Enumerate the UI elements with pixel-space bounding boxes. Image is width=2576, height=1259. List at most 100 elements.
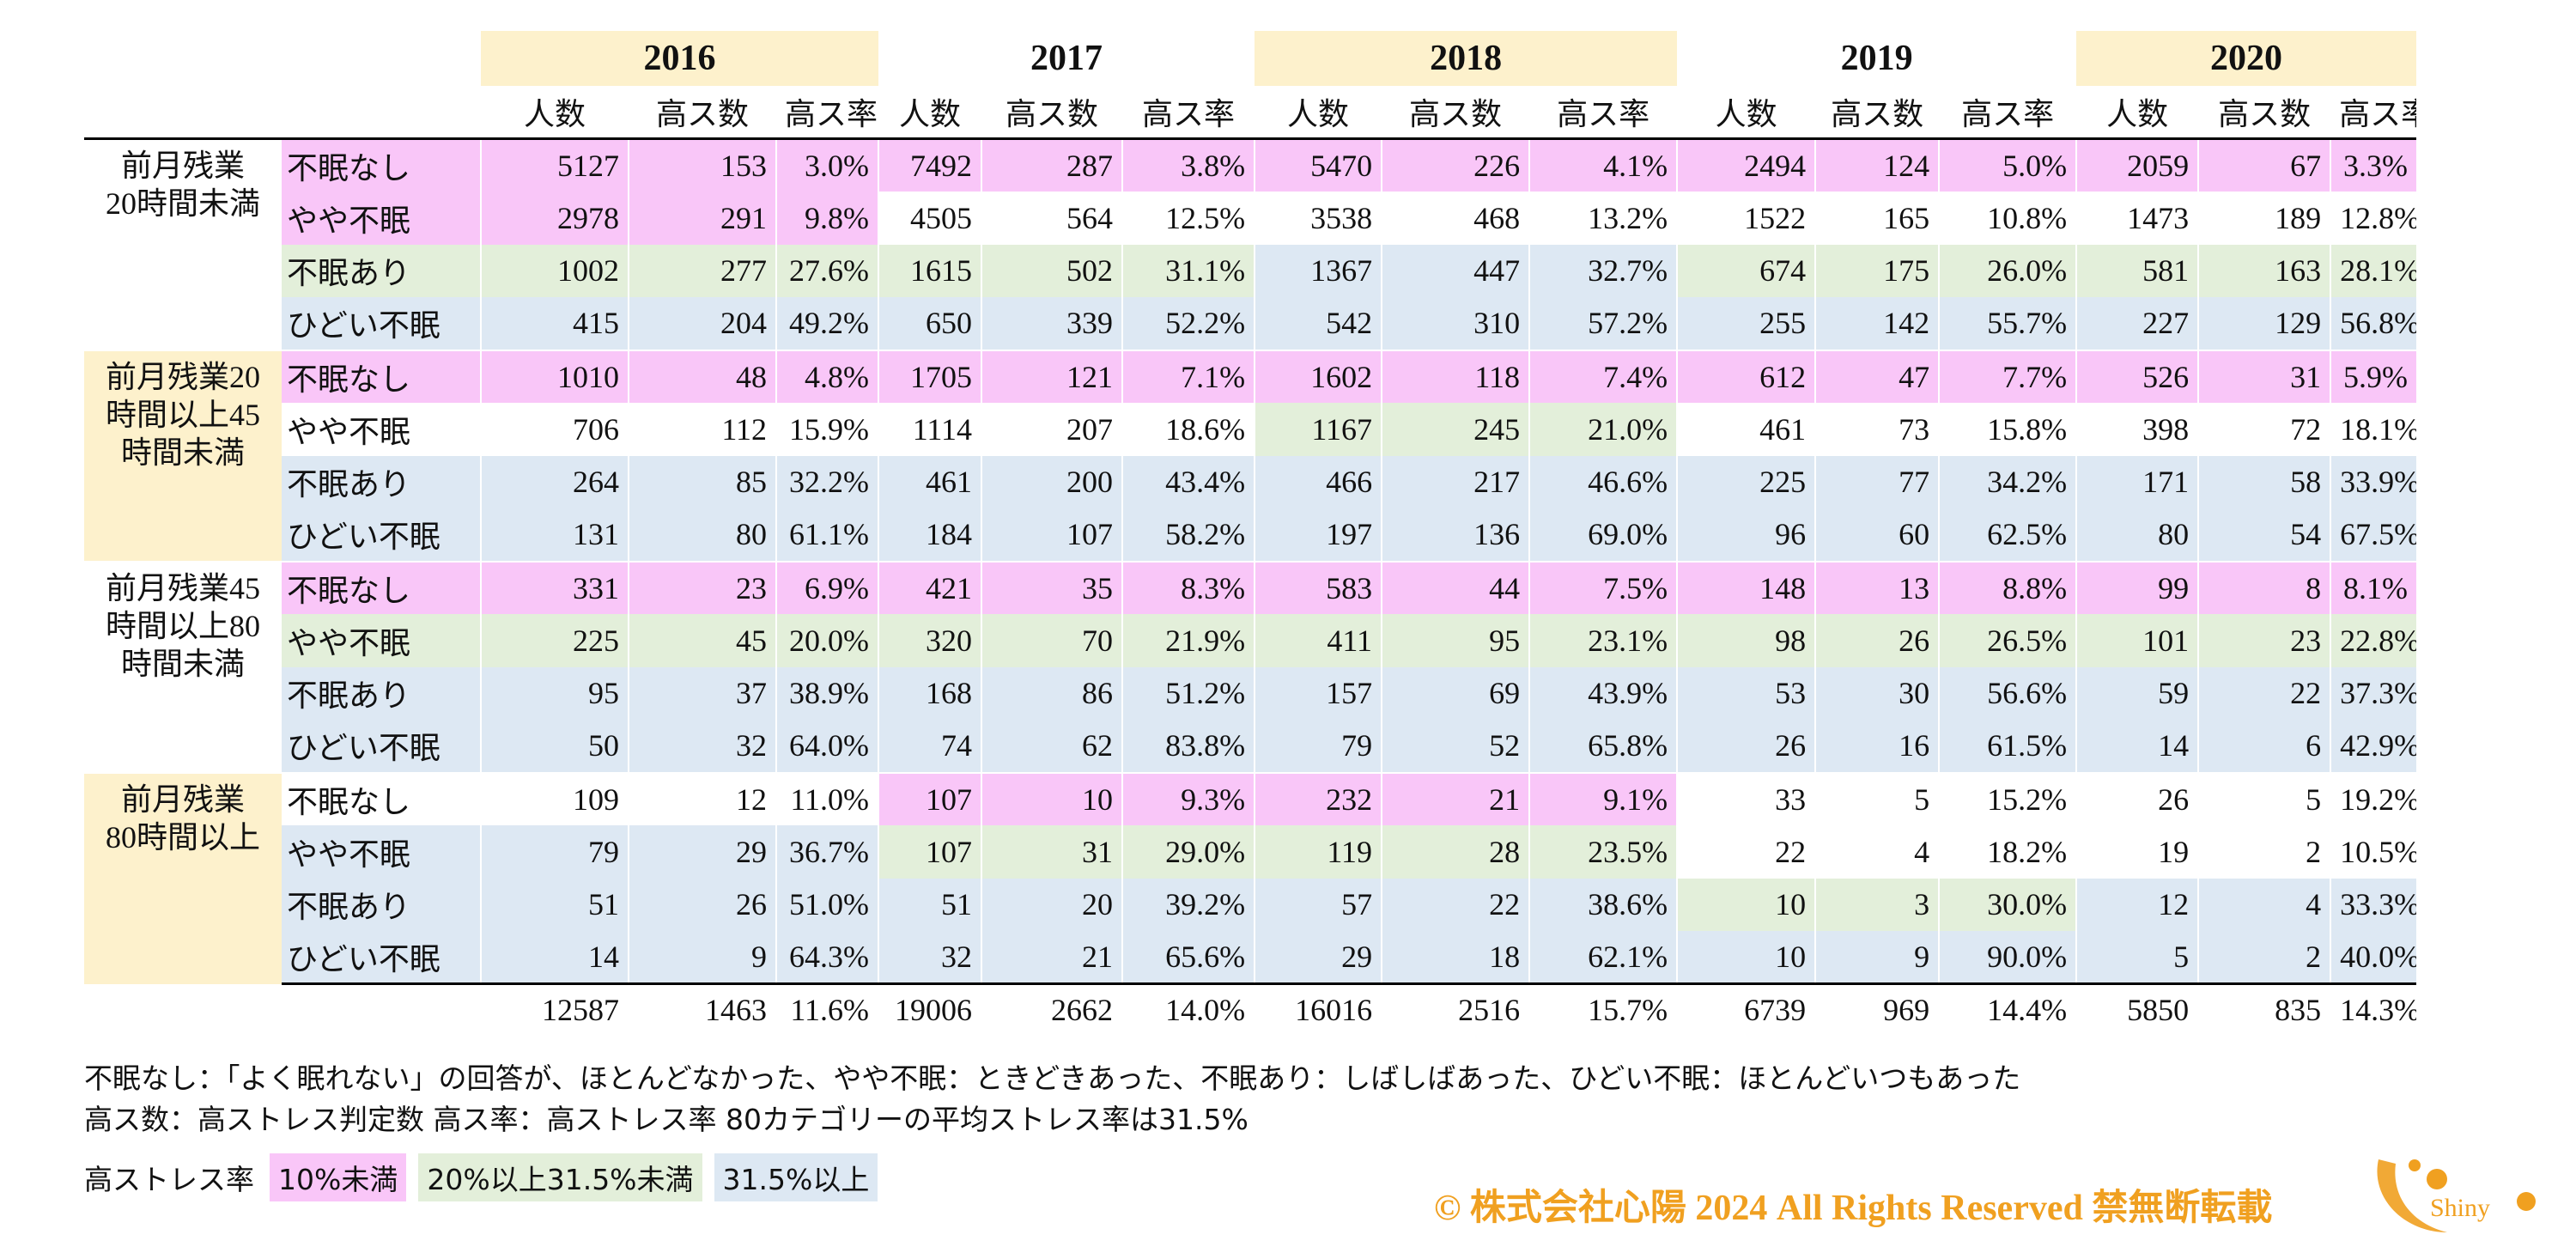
high-stress-rate-cell: 4.8%	[775, 349, 879, 403]
count-cell: 51	[878, 878, 982, 931]
high-stress-rate-cell: 39.2%	[1121, 878, 1255, 931]
legend-label: 高ストレス率	[84, 1163, 254, 1196]
high-stress-count-cell: 564	[981, 192, 1123, 245]
count-cell: 99	[2075, 560, 2199, 614]
high-stress-count-cell: 6	[2197, 720, 2331, 773]
column-header: 高ス数	[981, 86, 1123, 140]
high-stress-rate-cell: 8.3%	[1121, 560, 1255, 614]
high-stress-count-cell: 136	[1381, 508, 1530, 562]
high-stress-rate-cell: 28.1%	[2330, 244, 2416, 297]
table-row: やや不眠 225 45 20.0% 320 70 21.9% 411 95 23.1% 98 26 26…	[84, 614, 2416, 667]
high-stress-count-cell: 8	[2197, 560, 2331, 614]
high-stress-rate-cell: 3.0%	[775, 138, 879, 192]
overtime-group-label: 前月残業45 時間以上80 時間未満	[84, 560, 282, 773]
count-cell: 4505	[878, 192, 982, 245]
count-cell: 421	[878, 560, 982, 614]
high-stress-rate-cell: 18.2%	[1938, 825, 2077, 879]
high-stress-count-cell: 245	[1381, 403, 1530, 456]
table-row: ひどい不眠 50 32 64.0% 74 62 83.8% 79 52 65.8% 26 16 61.5…	[84, 720, 2416, 773]
high-stress-count-cell: 207	[981, 403, 1123, 456]
count-cell: 2494	[1676, 138, 1816, 192]
high-stress-rate-cell: 5.9%	[2330, 349, 2416, 403]
high-stress-rate-cell: 61.5%	[1938, 720, 2077, 773]
high-stress-rate-cell: 7.5%	[1528, 560, 1678, 614]
high-stress-rate-cell: 26.0%	[1938, 244, 2077, 297]
count-cell: 12	[2075, 878, 2199, 931]
count-cell: 79	[480, 825, 629, 879]
group-label-line: 80時間以上	[105, 819, 260, 855]
high-stress-count-cell: 189	[2197, 192, 2331, 245]
total-high-stress-rate-cell: 14.0%	[1121, 983, 1255, 1036]
total-high-stress-count-cell: 2662	[981, 983, 1123, 1036]
column-header: 高ス率	[1122, 86, 1255, 140]
high-stress-rate-cell: 18.1%	[2330, 403, 2416, 456]
high-stress-rate-cell: 36.7%	[775, 825, 879, 879]
high-stress-count-cell: 52	[1381, 720, 1530, 773]
count-cell: 29	[1254, 931, 1382, 985]
column-header: 高ス数	[629, 86, 776, 140]
insomnia-category-label: ひどい不眠	[282, 297, 481, 350]
count-cell: 79	[1254, 720, 1382, 773]
high-stress-count-cell: 85	[628, 455, 776, 508]
total-count-cell: 19006	[878, 983, 982, 1036]
count-cell: 80	[2075, 508, 2199, 562]
high-stress-count-cell: 18	[1381, 931, 1530, 985]
high-stress-rate-cell: 32.7%	[1528, 244, 1678, 297]
high-stress-rate-cell: 12.5%	[1121, 192, 1255, 245]
column-header: 高ス率	[1939, 86, 2077, 140]
high-stress-count-cell: 32	[628, 720, 776, 773]
year-header-2017: 2017	[1030, 39, 1103, 78]
insomnia-category-label: 不眠なし	[282, 771, 481, 825]
high-stress-rate-cell: 51.0%	[775, 878, 879, 931]
count-cell: 157	[1254, 666, 1382, 720]
high-stress-count-cell: 277	[628, 244, 776, 297]
high-stress-rate-cell: 90.0%	[1938, 931, 2077, 985]
high-stress-count-cell: 26	[1814, 614, 1940, 667]
count-cell: 148	[1676, 560, 1816, 614]
high-stress-count-cell: 29	[628, 825, 776, 879]
count-cell: 264	[480, 455, 629, 508]
high-stress-count-cell: 163	[2197, 244, 2331, 297]
column-header-row: 人数高ス数高ス率人数高ス数高ス率人数高ス数高ス率人数高ス数高ス率人数高ス数高ス率	[84, 86, 2416, 140]
high-stress-count-cell: 20	[981, 878, 1123, 931]
high-stress-rate-cell: 58.2%	[1121, 508, 1255, 562]
shiny-logo-icon	[2377, 1159, 2536, 1232]
high-stress-count-cell: 21	[981, 931, 1123, 985]
column-header: 高ス数	[1382, 86, 1530, 140]
high-stress-count-cell: 47	[1814, 349, 1940, 403]
group-label-line: 時間未満	[120, 435, 245, 470]
high-stress-count-cell: 175	[1814, 244, 1940, 297]
insomnia-category-label: やや不眠	[282, 614, 481, 667]
count-cell: 51	[480, 878, 629, 931]
count-cell: 415	[480, 297, 629, 350]
high-stress-count-cell: 217	[1381, 455, 1530, 508]
high-stress-rate-cell: 62.5%	[1938, 508, 2077, 562]
table-row: 不眠あり 1002 277 27.6% 1615 502 31.1% 1367 447 32.7%…	[84, 244, 2416, 297]
high-stress-rate-cell: 27.6%	[775, 244, 879, 297]
high-stress-rate-cell: 9.8%	[775, 192, 879, 245]
high-stress-rate-cell: 7.4%	[1528, 349, 1678, 403]
total-high-stress-rate-cell: 15.7%	[1528, 983, 1678, 1036]
year-header-2016: 2016	[481, 31, 879, 86]
insomnia-category-label: やや不眠	[282, 192, 481, 245]
count-cell: 411	[1254, 614, 1382, 667]
insomnia-category-label: 不眠なし	[282, 560, 481, 614]
insomnia-category-label: 不眠なし	[282, 349, 481, 403]
table-row: ひどい不眠 131 80 61.1% 184 107 58.2% 197 136 69.0% 96 6…	[84, 508, 2416, 562]
high-stress-count-cell: 124	[1814, 138, 1940, 192]
high-stress-rate-cell: 30.0%	[1938, 878, 2077, 931]
high-stress-count-cell: 22	[1381, 878, 1530, 931]
count-cell: 109	[480, 771, 629, 825]
group-label-line: 前月残業	[120, 149, 245, 183]
legend-item-blue: 31.5%以上	[714, 1153, 878, 1201]
high-stress-rate-cell: 55.7%	[1938, 297, 2077, 350]
high-stress-rate-cell: 40.0%	[2330, 931, 2416, 985]
high-stress-rate-cell: 19.2%	[2330, 771, 2416, 825]
high-stress-rate-cell: 11.0%	[775, 771, 879, 825]
count-cell: 32	[878, 931, 982, 985]
count-cell: 14	[480, 931, 629, 985]
high-stress-rate-cell: 34.2%	[1938, 455, 2077, 508]
totals-spacer	[282, 984, 481, 1036]
year-header-row: 2016 2017 2018 2019 2020	[84, 31, 2416, 86]
count-cell: 19	[2075, 825, 2199, 879]
